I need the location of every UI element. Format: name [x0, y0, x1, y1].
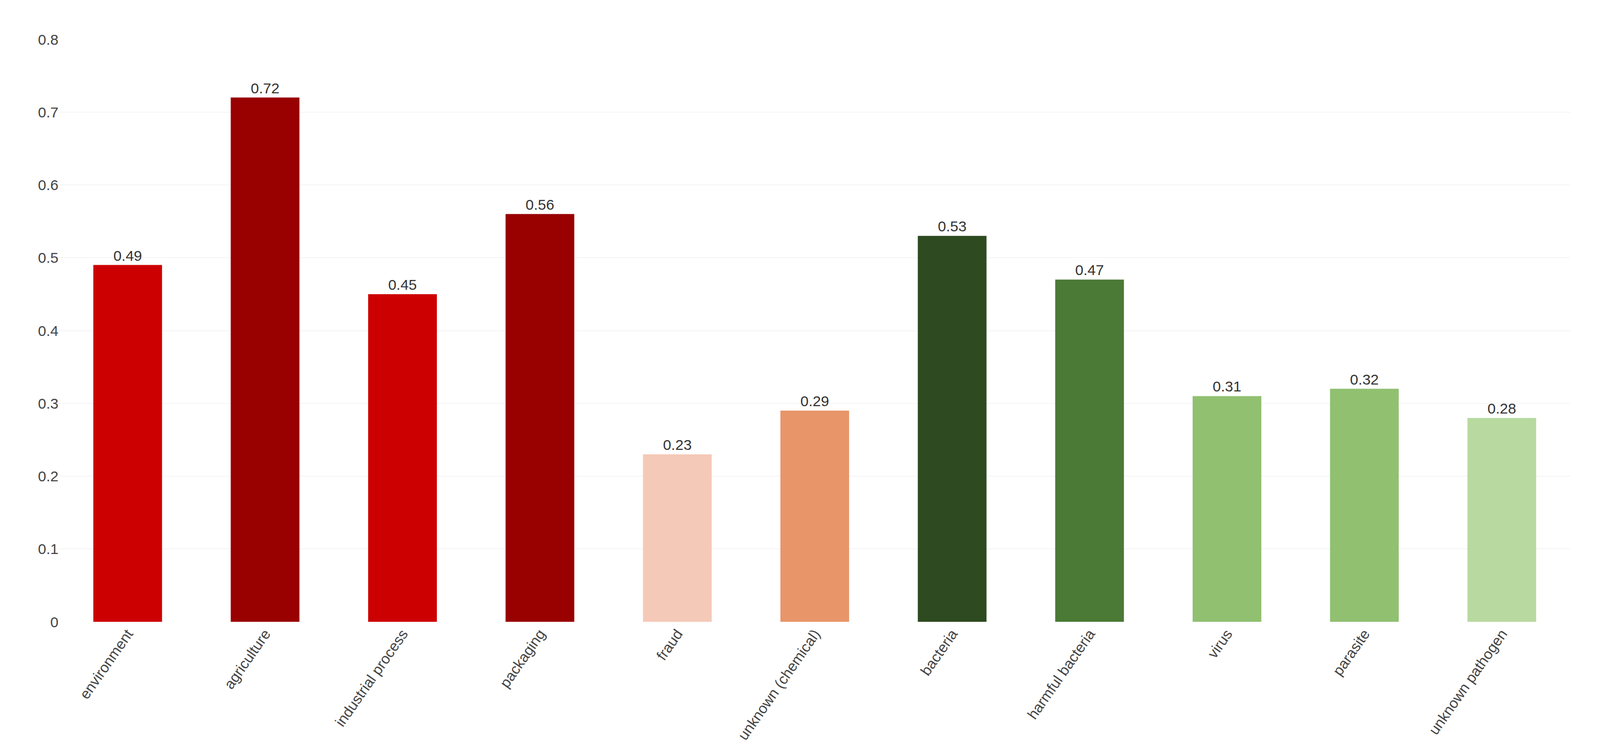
svg-text:0.53: 0.53 — [937, 218, 967, 235]
svg-text:fraud: fraud — [653, 626, 686, 664]
svg-text:bacteria: bacteria — [917, 626, 961, 680]
svg-text:0.45: 0.45 — [388, 276, 417, 293]
svg-text:0.72: 0.72 — [250, 80, 280, 97]
svg-text:0.2: 0.2 — [37, 468, 59, 485]
svg-text:0.3: 0.3 — [37, 395, 59, 412]
svg-text:0.1: 0.1 — [37, 541, 59, 558]
svg-text:parasite: parasite — [1329, 626, 1373, 679]
svg-text:0.29: 0.29 — [800, 393, 829, 410]
svg-text:0.32: 0.32 — [1349, 371, 1379, 388]
svg-text:environment: environment — [76, 626, 137, 703]
svg-text:industrial process: industrial process — [331, 626, 411, 730]
svg-text:0.4: 0.4 — [37, 322, 59, 340]
svg-text:0.56: 0.56 — [525, 196, 555, 213]
svg-text:0.5: 0.5 — [37, 249, 59, 266]
svg-text:0.49: 0.49 — [113, 247, 143, 264]
svg-text:unknown (chemical): unknown (chemical) — [734, 626, 824, 743]
svg-text:virus: virus — [1204, 626, 1236, 662]
svg-text:0.6: 0.6 — [37, 176, 59, 194]
svg-text:0.7: 0.7 — [37, 104, 59, 121]
svg-text:packaging: packaging — [496, 626, 548, 691]
svg-text:0.8: 0.8 — [37, 31, 59, 48]
svg-text:0.47: 0.47 — [1075, 261, 1104, 279]
svg-text:agriculture: agriculture — [220, 626, 274, 693]
svg-text:0.23: 0.23 — [662, 436, 692, 454]
svg-text:0.31: 0.31 — [1212, 378, 1242, 395]
svg-text:0: 0 — [50, 614, 59, 631]
svg-text:harmful bacteria: harmful bacteria — [1024, 626, 1099, 723]
svg-text:unknown pathogen: unknown pathogen — [1425, 626, 1511, 739]
svg-text:0.28: 0.28 — [1487, 400, 1516, 417]
